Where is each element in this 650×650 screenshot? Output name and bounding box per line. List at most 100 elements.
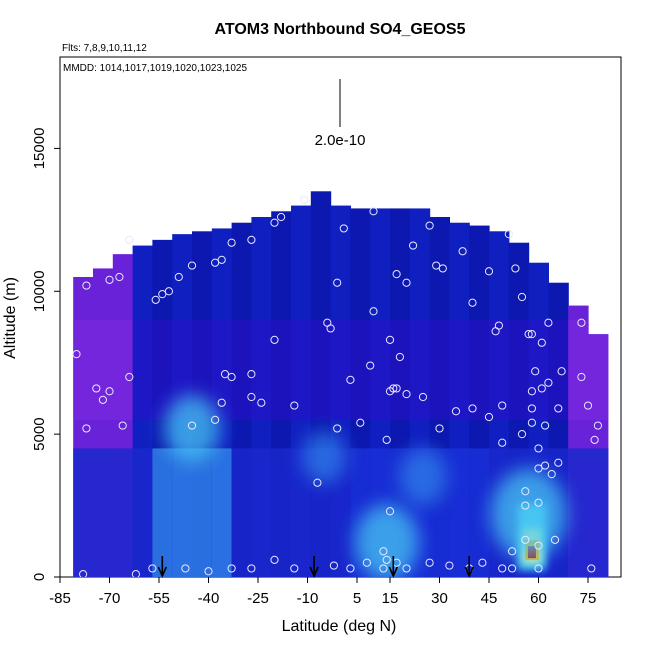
observation-marker	[527, 404, 537, 413]
observation-marker	[181, 564, 190, 573]
observation-marker	[395, 352, 404, 362]
observation-marker	[270, 335, 279, 344]
observation-marker	[72, 350, 81, 359]
observation-marker	[82, 281, 91, 290]
observation-marker	[418, 392, 428, 402]
observation-marker	[82, 424, 91, 433]
curtain-lowband	[449, 448, 470, 577]
curtain-lowband	[132, 448, 153, 577]
observation-marker	[270, 555, 279, 564]
observation-marker	[537, 338, 546, 347]
observation-markers	[72, 195, 603, 577]
observation-marker	[521, 535, 530, 544]
x-tick-label: -40	[198, 590, 220, 607]
x-tick-label: 5	[353, 590, 361, 607]
observation-marker	[131, 570, 140, 577]
curtain-band	[152, 319, 173, 420]
curtain-band	[568, 319, 589, 420]
observation-marker	[346, 564, 355, 573]
y-tick-label: 5000	[31, 417, 48, 450]
observation-marker	[402, 278, 411, 287]
curtain-band	[330, 319, 351, 420]
curtain-lowband	[291, 448, 312, 577]
observation-marker	[227, 372, 236, 382]
dates-note: MMDD: 1014,1017,1019,1020,1023,1025	[63, 63, 247, 74]
flight-arrows	[157, 556, 474, 578]
x-tick-label: -25	[247, 590, 269, 607]
hotspot-layer	[164, 394, 567, 577]
observation-marker	[339, 224, 348, 233]
observation-marker	[313, 478, 322, 487]
observation-marker	[174, 272, 183, 282]
chart-title: ATOM3 Northbound SO4_GEOS5	[215, 21, 466, 38]
observation-marker	[187, 421, 197, 430]
observation-marker	[257, 398, 266, 407]
observation-marker	[366, 361, 375, 370]
observation-marker	[204, 567, 213, 576]
curtain-band	[291, 319, 312, 420]
observation-marker	[521, 487, 530, 496]
curtain-lowband	[192, 448, 213, 577]
observation-marker	[125, 235, 134, 244]
flight-arrow-head	[464, 566, 474, 578]
observation-marker	[187, 261, 197, 270]
curtain-band	[489, 319, 510, 420]
x-tick-label: 60	[530, 590, 547, 607]
observation-marker	[521, 501, 530, 510]
observation-marker	[432, 261, 441, 270]
observation-marker	[362, 558, 371, 567]
observation-marker	[478, 558, 487, 567]
x-tick-label: -10	[297, 590, 319, 607]
x-axis: -85 -70 -55 -40 -25 -10 5 15 30 45 60 75	[49, 577, 596, 607]
observation-marker	[557, 367, 566, 376]
observation-marker	[333, 278, 342, 287]
curtain-band	[211, 319, 233, 420]
x-axis-label: Latitude (deg N)	[282, 618, 397, 635]
curtain-band	[429, 319, 450, 420]
observation-marker	[105, 387, 114, 396]
curtain-band	[172, 319, 193, 420]
observation-marker	[554, 458, 563, 467]
observation-marker	[211, 258, 220, 267]
observation-marker	[402, 564, 411, 573]
curtain-band	[231, 319, 252, 420]
curtain-lowband	[330, 448, 351, 577]
curtain-band	[588, 334, 609, 420]
observation-marker	[534, 564, 543, 573]
observation-marker	[544, 318, 553, 327]
curtain-band	[73, 319, 94, 420]
curtain-band	[251, 319, 272, 420]
hotspot	[302, 430, 346, 484]
hotspot	[164, 394, 220, 463]
curtain-lowband	[211, 448, 233, 577]
curtain-band	[508, 319, 530, 420]
observation-marker	[247, 392, 256, 402]
observation-marker	[435, 424, 444, 433]
x-tick-label: 15	[382, 590, 399, 607]
observation-marker	[458, 247, 467, 256]
observation-marker	[164, 287, 173, 296]
observation-marker	[484, 412, 494, 422]
observation-marker	[498, 564, 507, 573]
observation-marker	[382, 435, 391, 444]
observation-marker	[98, 395, 108, 404]
curtain-band	[132, 319, 153, 420]
observation-marker	[118, 421, 127, 430]
observation-marker	[385, 387, 395, 396]
curtain-lowband	[152, 448, 173, 577]
observation-marker	[537, 384, 546, 393]
observation-marker	[220, 370, 230, 379]
observation-marker	[593, 421, 603, 430]
curtain-lowband	[73, 448, 94, 577]
observation-marker	[498, 401, 507, 410]
observation-marker	[290, 401, 299, 410]
observation-marker	[517, 292, 527, 302]
observation-marker	[125, 372, 134, 382]
observation-marker	[547, 470, 556, 479]
observation-marker	[577, 318, 586, 327]
observation-marker	[507, 564, 517, 573]
observation-marker	[554, 404, 563, 413]
observation-marker	[247, 235, 256, 244]
curtain-band	[350, 319, 371, 420]
observation-marker	[534, 541, 543, 550]
